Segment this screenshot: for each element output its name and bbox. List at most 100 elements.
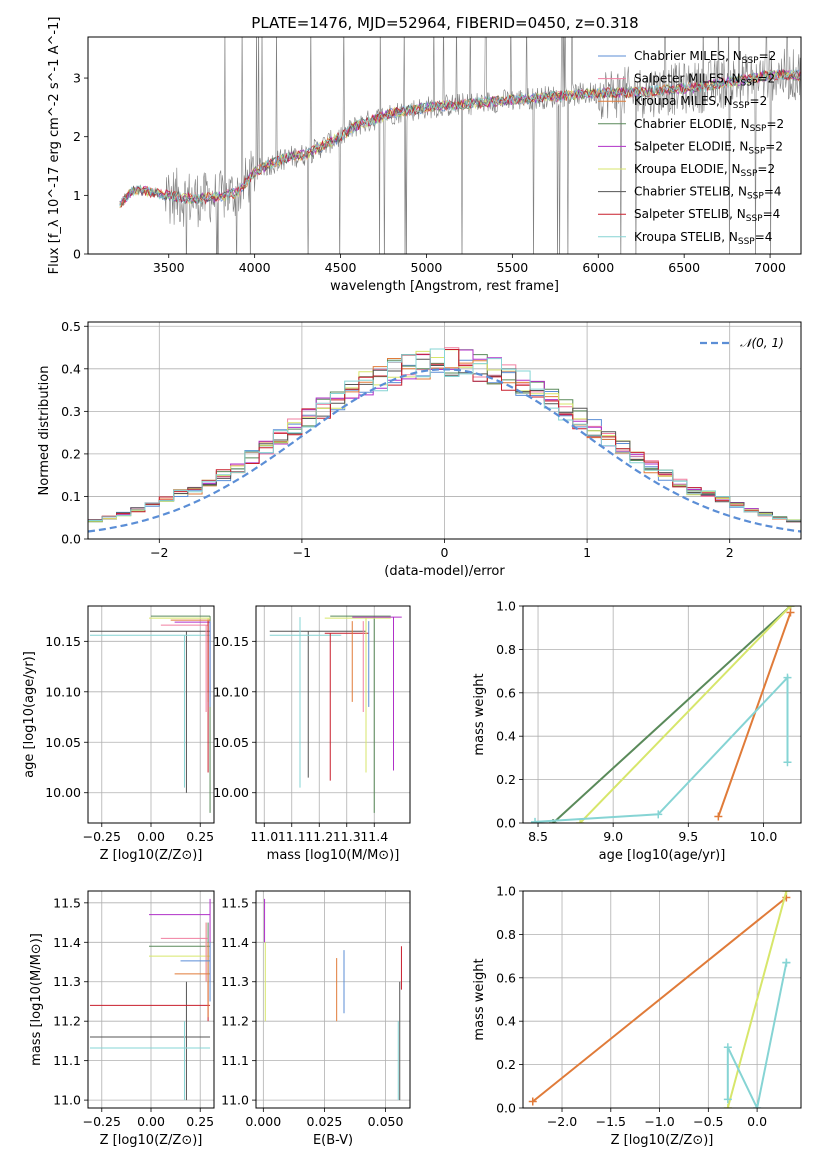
x-tick-label: 11.3 — [333, 829, 361, 844]
y-axis-label: Flux [f_λ 10^-17 erg cm^-2 s^-1 A^-1] — [47, 17, 62, 275]
legend-text: Salpeter ELODIE, N — [634, 139, 748, 153]
y-tick-label: 0.6 — [496, 685, 516, 700]
residual-histogram — [88, 348, 801, 521]
axes-frame — [255, 890, 411, 1109]
weight-line — [579, 606, 792, 823]
y-tick-label: 11.2 — [53, 1014, 81, 1029]
y-tick-label: 11.5 — [221, 895, 249, 910]
x-tick-label: 6000 — [582, 260, 614, 275]
mass-vs-Z-panel: −0.25 0.00 0.25 11.0 11.1 11.2 11.3 11.4 11.5 Z [… — [29, 890, 215, 1148]
y-tick-label: 10.00 — [213, 785, 249, 800]
legend-label: Chabrier ELODIE, NSSP=2 — [634, 117, 784, 134]
legend-label: Kroupa ELODIE, NSSP=2 — [634, 162, 775, 179]
plot-area — [264, 898, 402, 1101]
legend-subscript: SSP — [741, 169, 758, 179]
legend-subscript: SSP — [748, 146, 765, 156]
legend-value: =2 — [766, 117, 784, 131]
legend-value: =2 — [757, 72, 775, 86]
weight-marker — [786, 608, 795, 617]
plot-area — [89, 615, 211, 813]
model-spectrum-line — [119, 68, 801, 208]
axes-overlay: 3500 4000 4500 5000 5500 6000 6500 7000 0 1 2 3 wave… — [47, 17, 802, 294]
spectrum-panel: 3500 4000 4500 5000 5500 6000 6500 7000 0 1 2 3 wave… — [47, 17, 802, 294]
plot-area — [88, 347, 801, 533]
weight-marker — [723, 1104, 732, 1108]
legend-value: =4 — [764, 185, 782, 199]
weight-marker — [753, 1104, 762, 1108]
legend-label: Salpeter ELODIE, NSSP=2 — [634, 139, 783, 156]
legend-value: =4 — [763, 207, 781, 221]
y-tick-label: 3 — [73, 71, 81, 86]
legend-text: Salpeter MILES, N — [634, 72, 741, 86]
weight-line — [717, 612, 792, 817]
x-tick-label: 11.2 — [305, 829, 333, 844]
x-axis-label: Z [log10(Z/Z⊙)] — [100, 1133, 203, 1148]
x-tick-label: 11.0 — [250, 829, 278, 844]
x-tick-label: 4500 — [325, 260, 357, 275]
weight-marker — [576, 819, 585, 823]
legend-value: =2 — [759, 49, 777, 63]
residual-legend: 𝒩(0, 1) — [700, 336, 784, 350]
y-tick-label: 0.0 — [496, 1101, 516, 1116]
y-tick-label: 2 — [73, 129, 81, 144]
y-tick-label: 11.0 — [53, 1093, 81, 1108]
x-tick-label: 0 — [441, 545, 449, 560]
y-tick-label: 11.0 — [221, 1093, 249, 1108]
weight-marker — [531, 817, 540, 823]
x-axis-label: age [log10(age/yr)] — [599, 848, 726, 863]
x-tick-label: 2 — [726, 545, 734, 560]
residuals-panel: −2 −1 0 1 2 0.0 0.1 0.2 0.3 0.4 0.5 (data-model)/er… — [37, 319, 802, 579]
axes-frame — [522, 605, 802, 824]
y-axis-label: Normed distribution — [37, 366, 52, 496]
legend-subscript: SSP — [750, 124, 767, 134]
x-tick-label: −1.0 — [644, 1114, 674, 1129]
x-tick-label: −2.0 — [547, 1114, 577, 1129]
x-tick-label: 1 — [583, 545, 591, 560]
age-vs-mass-panel: 11.0 11.1 11.2 11.3 11.4 10.00 10.05 10.10 10.15… — [213, 605, 411, 863]
y-tick-label: 11.1 — [221, 1053, 249, 1068]
y-tick-label: 0.3 — [61, 404, 81, 419]
weight-line — [726, 962, 788, 1108]
axes-overlay: −2 −1 0 1 2 0.0 0.1 0.2 0.3 0.4 0.5 (data-model)/er… — [37, 319, 802, 579]
plot-area — [531, 606, 795, 823]
axes-overlay: 0.000 0.025 0.050 11.0 11.1 11.2 11.3 11.4 11.5 E… — [221, 890, 411, 1148]
legend-subscript: SSP — [746, 214, 763, 224]
weight-marker — [723, 1043, 732, 1052]
weight-line — [552, 606, 792, 823]
legend-label: Salpeter STELIB, NSSP=4 — [634, 207, 780, 224]
x-tick-label: 0.25 — [186, 829, 214, 844]
x-tick-label: 5500 — [496, 260, 528, 275]
y-tick-label: 0.4 — [61, 361, 81, 376]
x-tick-label: 9.5 — [678, 829, 698, 844]
axes-frame — [87, 36, 802, 255]
model-spectrum-line — [119, 68, 801, 207]
x-tick-label: 0.0 — [747, 1114, 767, 1129]
weight-marker — [782, 958, 791, 967]
x-tick-label: 4000 — [239, 260, 271, 275]
x-tick-label: 3500 — [153, 260, 185, 275]
x-tick-label: 6500 — [668, 260, 700, 275]
weight-marker — [783, 758, 792, 767]
y-tick-label: 0.2 — [61, 446, 81, 461]
y-tick-label: 10.15 — [45, 634, 81, 649]
x-tick-label: 0.025 — [307, 1114, 343, 1129]
y-tick-label: 0.8 — [496, 927, 516, 942]
weight-marker — [783, 673, 792, 682]
axes-overlay: −0.25 0.00 0.25 11.0 11.1 11.2 11.3 11.4 11.5 Z [… — [29, 890, 215, 1148]
x-tick-label: 0.00 — [137, 1114, 165, 1129]
legend-value: =4 — [755, 230, 773, 244]
y-tick-label: 0.1 — [61, 489, 81, 504]
age-vs-Z-panel: −0.25 0.00 0.25 10.00 10.05 10.10 10.15 Z [log1… — [22, 605, 215, 863]
y-tick-label: 11.5 — [53, 895, 81, 910]
plot-area — [269, 615, 402, 813]
x-axis-label: mass [log10(M/M⊙)] — [267, 848, 400, 863]
legend-subscript: SSP — [738, 237, 755, 247]
y-tick-label: 0.0 — [61, 532, 81, 547]
legend-text: Kroupa ELODIE, N — [634, 162, 741, 176]
mass-vs-ebv-panel: 0.000 0.025 0.050 11.0 11.1 11.2 11.3 11.4 11.5 E… — [221, 890, 411, 1148]
legend-text: Chabrier STELIB, N — [634, 185, 747, 199]
y-tick-label: 0.6 — [496, 970, 516, 985]
weight-line — [726, 891, 788, 1108]
legend-label: Chabrier MILES, NSSP=2 — [634, 49, 776, 66]
